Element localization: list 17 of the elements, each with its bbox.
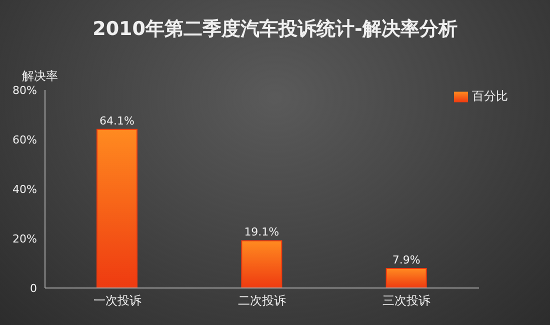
data-label: 19.1% xyxy=(244,226,280,239)
bar xyxy=(96,128,138,288)
y-tick-label: 0 xyxy=(30,282,37,295)
y-tick-label: 80% xyxy=(12,84,37,97)
x-tick-label: 二次投诉 xyxy=(238,294,286,308)
y-axis-title: 解决率 xyxy=(22,68,58,85)
legend-label: 百分比 xyxy=(472,89,508,103)
bar xyxy=(241,240,282,288)
bar xyxy=(386,268,427,288)
y-tick-label: 20% xyxy=(12,232,37,246)
chart-title: 2010年第二季度汽车投诉统计-解决率分析 xyxy=(92,17,458,42)
y-tick-label: 40% xyxy=(12,182,37,196)
y-tick-label: 60% xyxy=(12,133,37,146)
data-label: 64.1% xyxy=(100,114,134,128)
x-tick-label: 一次投诉 xyxy=(93,294,142,308)
data-label: 7.9% xyxy=(392,253,420,266)
x-tick-label: 三次投诉 xyxy=(382,294,431,308)
